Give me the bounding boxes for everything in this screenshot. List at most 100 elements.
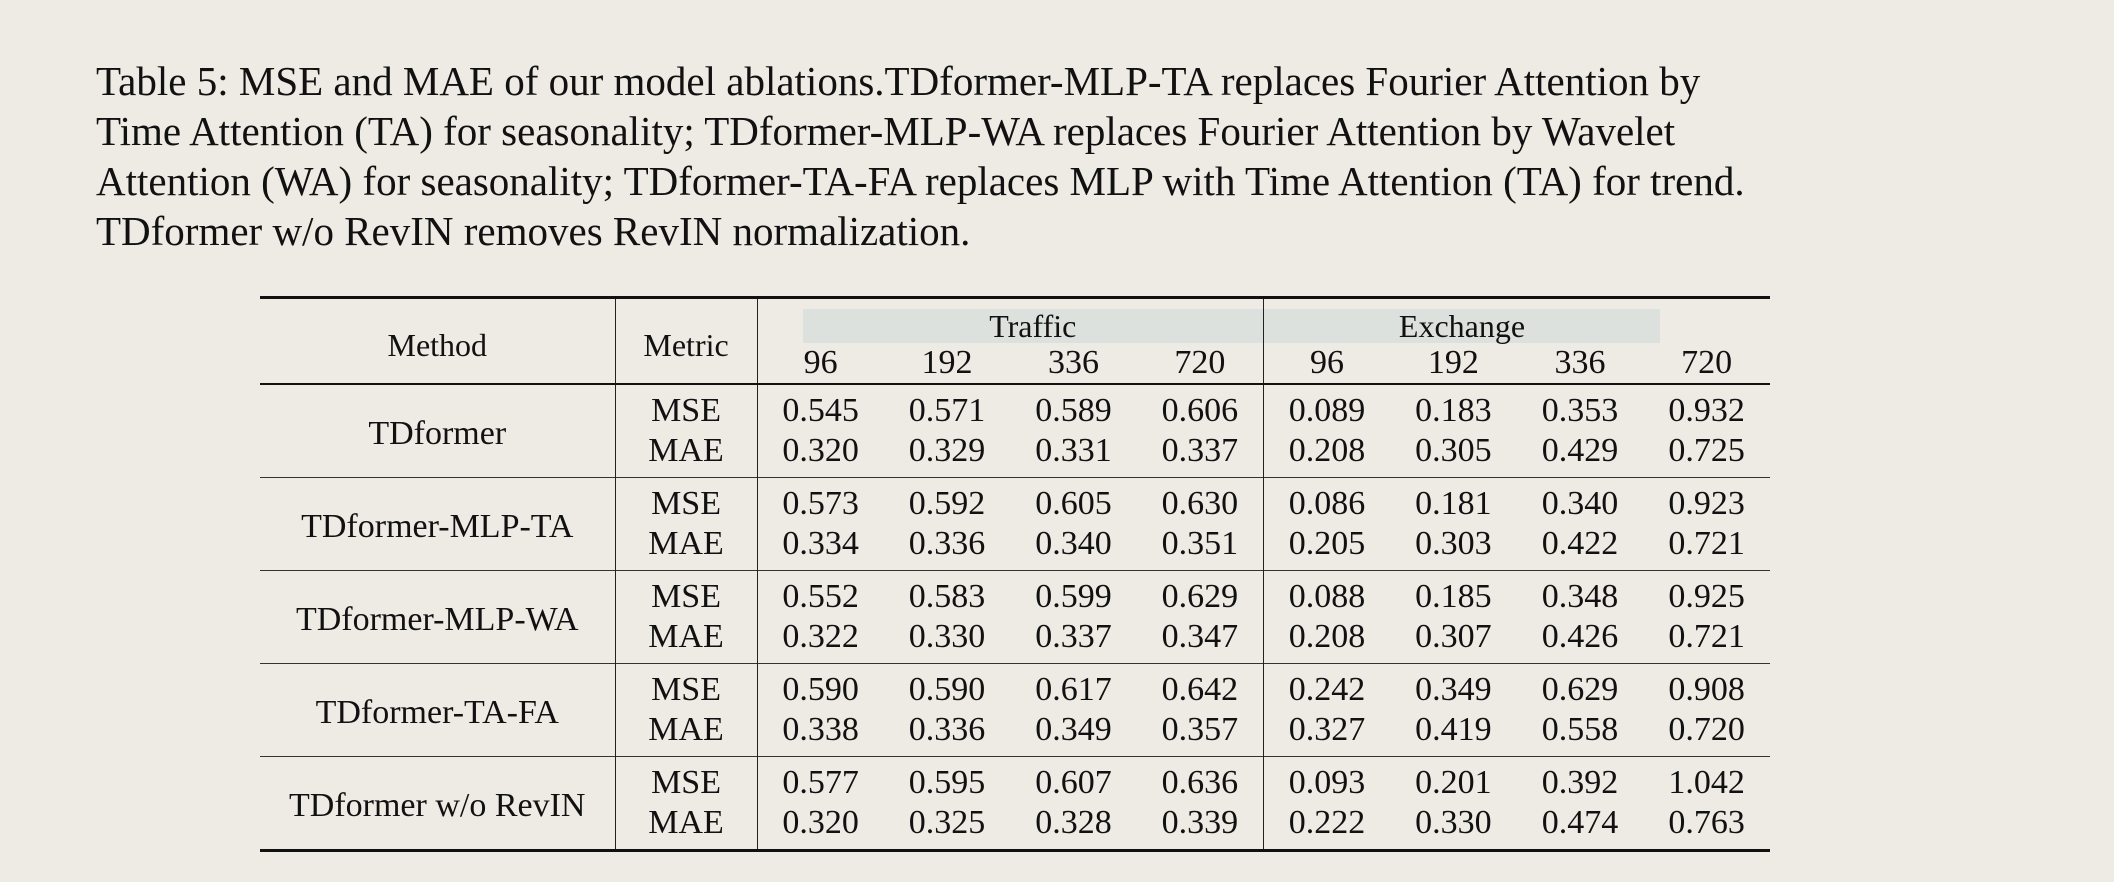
value-cell: 0.429 [1541, 432, 1619, 469]
value-cell: 1.042 [1643, 756, 1770, 803]
metric-cell: MSE [615, 477, 758, 524]
header-metric: Metric [615, 297, 758, 385]
value-cell: 0.320 [782, 804, 859, 841]
value-cell: 0.392 [1516, 756, 1644, 803]
value-cell: 0.589 [1035, 392, 1112, 429]
method-cell: TDformer-MLP-WA [260, 570, 616, 664]
value-cell: 0.474 [1541, 804, 1619, 841]
value-cell: 0.932 [1668, 392, 1745, 429]
caption-line: Time Attention (TA) for seasonality; TDf… [96, 108, 1676, 154]
table-row: TDformer-MLP-TA MSE 0.573 0.592 0.605 0.630 0.… [260, 477, 1770, 571]
group-label-traffic: Traffic [802, 309, 1263, 343]
value-cell: 0.322 [782, 618, 859, 655]
group-label-exchange: Exchange [1263, 309, 1660, 343]
value-cell: 0.925 [1643, 570, 1770, 617]
value-cell: 0.908 [1643, 663, 1770, 710]
value-cell: 0.763 [1668, 804, 1745, 841]
header-horizon: 720 [1136, 343, 1264, 384]
method-cell: TDformer-MLP-TA [260, 477, 616, 571]
metric-cell: MAE [615, 710, 758, 757]
value-cell: 0.303 [1415, 525, 1492, 562]
value-cell: 0.330 [908, 618, 986, 655]
metric-cell: MAE [615, 803, 758, 851]
value-cell: 0.577 [757, 756, 884, 803]
value-cell: 0.419 [1415, 711, 1492, 748]
table-caption: Table 5: MSE and MAE of our model ablati… [96, 56, 2026, 256]
header-horizon: 336 [1048, 344, 1100, 381]
value-cell: 0.339 [1136, 803, 1264, 851]
value-cell: 0.642 [1136, 663, 1264, 710]
header-horizon: 336 [1554, 344, 1606, 381]
value-cell: 0.336 [908, 525, 986, 562]
caption-line: TDformer w/o RevIN removes RevIN normali… [96, 208, 971, 254]
value-cell: 0.242 [1263, 663, 1391, 710]
value-cell: 0.088 [1263, 570, 1391, 617]
value-cell: 0.330 [1415, 804, 1492, 841]
value-cell: 0.338 [782, 711, 859, 748]
header-method: Method [260, 297, 616, 385]
value-cell: 0.721 [1668, 525, 1745, 562]
table-row: TDformer MSE 0.545 0.571 0.589 0.606 0.089 0.18… [260, 384, 1770, 478]
value-cell: 0.590 [757, 663, 884, 710]
value-cell: 0.347 [1136, 617, 1264, 664]
value-cell: 0.607 [1010, 756, 1137, 803]
table-row: MAE 0.320 0.329 0.331 0.337 0.208 0.305 0.429 0.… [260, 431, 1770, 478]
value-cell: 0.573 [757, 477, 884, 524]
method-cell: TDformer-TA-FA [260, 663, 616, 757]
value-cell: 0.181 [1390, 477, 1517, 524]
value-cell: 0.422 [1541, 525, 1619, 562]
value-cell: 0.334 [782, 525, 859, 562]
value-cell: 0.592 [883, 477, 1011, 524]
metric-cell: MSE [615, 570, 758, 617]
value-cell: 0.325 [908, 804, 986, 841]
table-row: MAE 0.320 0.325 0.328 0.339 0.222 0.330 0.474 0.… [260, 803, 1770, 851]
value-cell: 0.337 [1136, 431, 1264, 478]
value-cell: 0.183 [1415, 392, 1492, 429]
value-cell: 0.595 [883, 756, 1011, 803]
value-cell: 0.305 [1415, 432, 1492, 469]
value-cell: 0.545 [782, 392, 859, 429]
value-cell: 0.605 [1010, 477, 1137, 524]
table-row: MAE 0.334 0.336 0.340 0.351 0.205 0.303 0.422 0.… [260, 524, 1770, 571]
value-cell: 0.089 [1288, 392, 1366, 429]
value-cell: 0.583 [883, 570, 1011, 617]
header-horizon: 192 [921, 344, 973, 381]
value-cell: 0.552 [757, 570, 884, 617]
value-cell: 0.349 [1390, 663, 1517, 710]
value-cell: 0.351 [1136, 524, 1264, 571]
value-cell: 0.208 [1288, 618, 1366, 655]
value-cell: 0.636 [1136, 756, 1264, 803]
value-cell: 0.340 [1035, 525, 1112, 562]
metric-cell: MSE [615, 384, 758, 431]
value-cell: 0.923 [1643, 477, 1770, 524]
value-cell: 0.725 [1668, 432, 1745, 469]
value-cell: 0.320 [782, 432, 859, 469]
value-cell: 0.307 [1415, 618, 1492, 655]
value-cell: 0.185 [1390, 570, 1517, 617]
header-group-traffic: Traffic [757, 297, 1264, 343]
value-cell: 0.337 [1035, 618, 1112, 655]
header-horizon: 96 [1310, 344, 1345, 381]
value-cell: 0.328 [1035, 804, 1112, 841]
value-cell: 0.327 [1288, 711, 1366, 748]
value-cell: 0.721 [1668, 618, 1745, 655]
value-cell: 0.349 [1035, 711, 1112, 748]
method-cell: TDformer w/o RevIN [260, 756, 616, 851]
metric-cell: MSE [615, 663, 758, 710]
header-horizon: 720 [1681, 344, 1733, 381]
header-group-exchange: Exchange [1263, 298, 1770, 343]
value-cell: 0.606 [1136, 384, 1264, 431]
method-cell: TDformer [260, 384, 616, 478]
table-row: MAE 0.338 0.336 0.349 0.357 0.327 0.419 0.558 0.… [260, 710, 1770, 757]
header-horizon: 192 [1427, 344, 1479, 381]
value-cell: 0.093 [1263, 756, 1391, 803]
metric-cell: MAE [615, 617, 758, 664]
value-cell: 0.357 [1136, 710, 1264, 757]
metric-cell: MSE [615, 756, 758, 803]
value-cell: 0.590 [883, 663, 1011, 710]
value-cell: 0.329 [908, 432, 986, 469]
value-cell: 0.331 [1035, 432, 1112, 469]
table-row: TDformer-MLP-WA MSE 0.552 0.583 0.599 0.629 0.… [260, 570, 1770, 664]
value-cell: 0.340 [1516, 477, 1644, 524]
value-cell: 0.222 [1288, 804, 1366, 841]
